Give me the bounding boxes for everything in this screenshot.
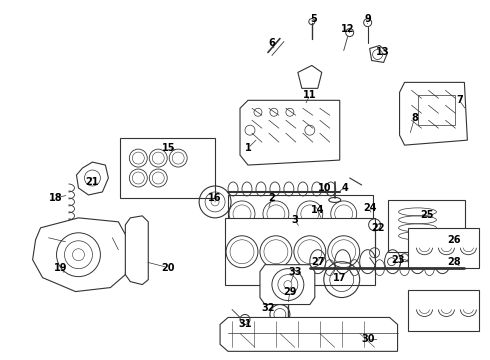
Text: 11: 11 bbox=[303, 90, 317, 100]
Text: 21: 21 bbox=[86, 177, 99, 187]
Text: 25: 25 bbox=[421, 210, 434, 220]
Bar bbox=[408, 228, 479, 268]
Text: 1: 1 bbox=[245, 143, 251, 153]
Text: 15: 15 bbox=[162, 143, 175, 153]
Text: 3: 3 bbox=[292, 215, 298, 225]
Text: 7: 7 bbox=[456, 95, 463, 105]
Text: 17: 17 bbox=[333, 273, 346, 283]
Text: 26: 26 bbox=[448, 235, 461, 245]
Bar bbox=[417, 95, 455, 125]
Polygon shape bbox=[220, 318, 397, 351]
Polygon shape bbox=[298, 66, 322, 88]
Text: 20: 20 bbox=[162, 263, 175, 273]
Text: 14: 14 bbox=[311, 205, 324, 215]
Polygon shape bbox=[225, 218, 375, 285]
Text: 19: 19 bbox=[54, 263, 67, 273]
Text: 22: 22 bbox=[371, 223, 384, 233]
Text: 13: 13 bbox=[376, 48, 390, 58]
Polygon shape bbox=[240, 100, 340, 165]
Text: 8: 8 bbox=[411, 113, 418, 123]
Text: 10: 10 bbox=[318, 183, 332, 193]
Polygon shape bbox=[260, 265, 315, 305]
Text: 4: 4 bbox=[342, 183, 348, 193]
Text: 27: 27 bbox=[311, 257, 324, 267]
Text: 24: 24 bbox=[363, 203, 376, 213]
Polygon shape bbox=[399, 82, 467, 145]
Text: 29: 29 bbox=[283, 287, 296, 297]
Text: 6: 6 bbox=[269, 37, 275, 48]
Bar bbox=[388, 200, 466, 252]
Text: 28: 28 bbox=[447, 257, 461, 267]
Text: 30: 30 bbox=[361, 334, 374, 345]
Text: 31: 31 bbox=[238, 319, 252, 329]
Text: 2: 2 bbox=[269, 193, 275, 203]
Text: 5: 5 bbox=[311, 14, 317, 24]
Text: 12: 12 bbox=[341, 24, 354, 33]
Text: 9: 9 bbox=[364, 14, 371, 24]
Text: 18: 18 bbox=[49, 193, 62, 203]
Bar bbox=[408, 289, 479, 332]
Bar bbox=[228, 195, 372, 233]
Text: 16: 16 bbox=[208, 193, 222, 203]
Bar bbox=[121, 138, 215, 198]
Polygon shape bbox=[125, 216, 148, 285]
Polygon shape bbox=[33, 218, 128, 292]
Polygon shape bbox=[369, 45, 388, 62]
Text: 32: 32 bbox=[261, 302, 275, 312]
Text: 33: 33 bbox=[288, 267, 302, 276]
Text: 23: 23 bbox=[391, 255, 404, 265]
Polygon shape bbox=[76, 162, 108, 195]
